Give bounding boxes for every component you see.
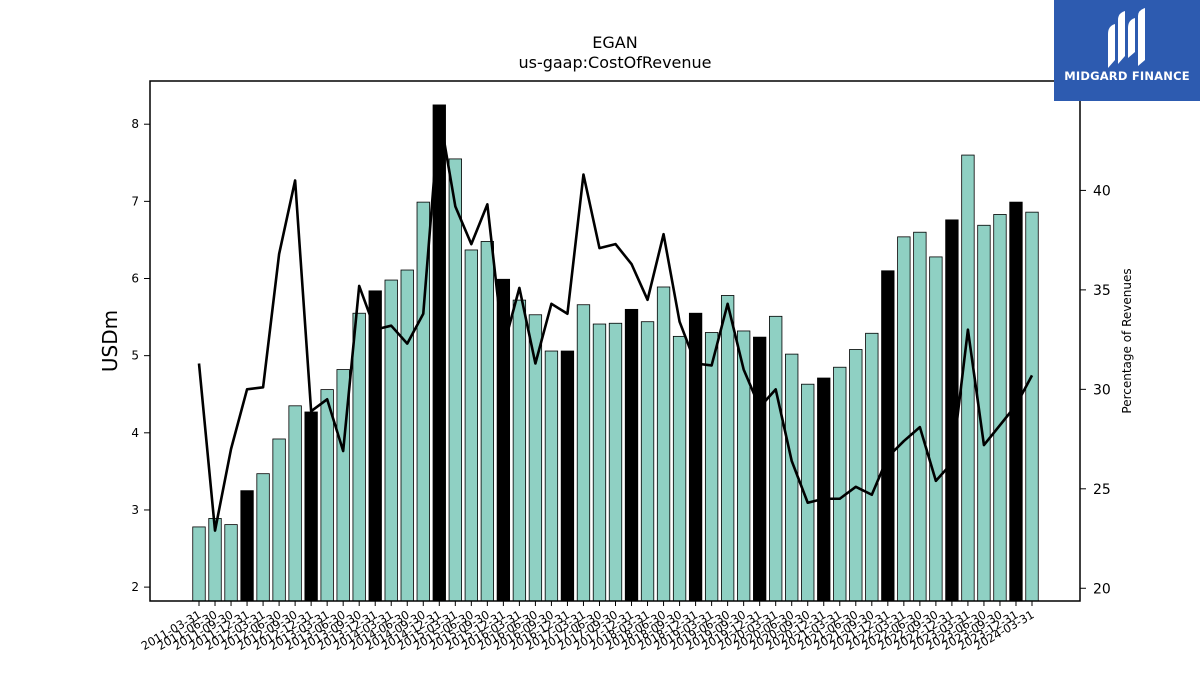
y-tick-label: 8 (131, 117, 139, 131)
y2-tick-label: 20 (1093, 581, 1111, 597)
bar-2019-03-31 (704, 332, 719, 602)
bar-2024-03-31 (1025, 211, 1039, 602)
bar-2017-06-30 (592, 323, 607, 602)
midgard-finance-logo: MIDGARD FINANCE (1054, 0, 1200, 101)
bar-2019-06-30 (720, 295, 735, 602)
bar-2018-06-30 (656, 286, 671, 602)
bar-2023-03-31 (961, 154, 975, 602)
bar-2012-12-31 (304, 411, 318, 602)
percentage-line (197, 111, 1034, 532)
bar-2023-12-31 (1009, 201, 1023, 602)
bar-2018-09-30 (672, 335, 687, 602)
bar-2017-12-31 (624, 308, 639, 602)
y-tick-label: 5 (131, 349, 139, 363)
y-tick-label: 6 (131, 272, 139, 286)
bar-2013-03-31 (320, 389, 334, 602)
y-tick-label: 7 (131, 194, 139, 208)
chart-title: EGAN (592, 33, 637, 52)
bar-2021-09-30 (865, 332, 879, 602)
chart-subtitle: us-gaap:CostOfRevenue (518, 53, 711, 72)
midgard-logo-icon (1108, 8, 1145, 68)
bar-2011-03-31 (192, 526, 206, 602)
bar-series (192, 104, 1039, 602)
bar-2021-03-31 (833, 366, 847, 602)
bar-2016-12-31 (560, 350, 575, 602)
bar-2015-06-30 (464, 249, 478, 602)
bar-2019-12-31 (753, 336, 767, 602)
bar-2022-12-31 (945, 219, 959, 602)
y2-tick-label: 40 (1093, 183, 1111, 199)
y-axis-label: USDm (98, 310, 122, 372)
bar-2013-09-30 (352, 312, 366, 602)
bar-2011-09-30 (224, 524, 238, 602)
bar-2018-12-31 (688, 312, 703, 602)
x-axis-ticks: 2011-03-312011-06-302011-09-302011-12-31… (139, 601, 1037, 653)
bar-2023-09-30 (993, 214, 1007, 602)
y-tick-label: 3 (131, 503, 139, 517)
bar-2017-03-31 (576, 304, 591, 602)
right-axis-ticks: 20 25 30 35 40 (1080, 183, 1111, 597)
bar-2022-09-30 (929, 256, 943, 602)
bar-2014-03-31 (384, 279, 398, 602)
bar-2011-12-31 (240, 490, 254, 602)
bar-2014-06-30 (400, 269, 414, 602)
bar-2018-03-31 (640, 321, 655, 602)
y2-tick-label: 30 (1093, 382, 1111, 398)
y2-axis-label: Percentage of Revenues (1120, 268, 1134, 413)
bar-2020-06-30 (785, 353, 799, 602)
bar-2015-03-31 (448, 158, 462, 602)
bar-2013-12-31 (368, 290, 382, 602)
bar-2012-09-30 (288, 405, 302, 602)
bar-2021-06-30 (849, 349, 863, 602)
bar-2012-06-30 (272, 438, 286, 602)
bar-2016-09-30 (544, 350, 559, 602)
bar-2017-09-30 (608, 322, 623, 602)
bar-2020-12-31 (817, 377, 831, 602)
left-axis-ticks: 2 3 4 5 6 7 8 (131, 117, 150, 594)
bar-2021-12-31 (881, 270, 895, 602)
y-tick-label: 4 (131, 426, 139, 440)
bar-2016-03-31 (512, 299, 527, 602)
bar-2022-03-31 (897, 236, 911, 602)
logo-brand-text: MIDGARD FINANCE (1064, 69, 1190, 83)
bar-2022-06-30 (913, 231, 927, 602)
y2-tick-label: 25 (1093, 482, 1111, 498)
y2-tick-label: 35 (1093, 283, 1111, 299)
y-tick-label: 2 (131, 580, 139, 594)
bar-2012-03-31 (256, 473, 270, 602)
bar-2020-03-31 (769, 315, 783, 602)
bar-2015-09-30 (480, 241, 495, 602)
